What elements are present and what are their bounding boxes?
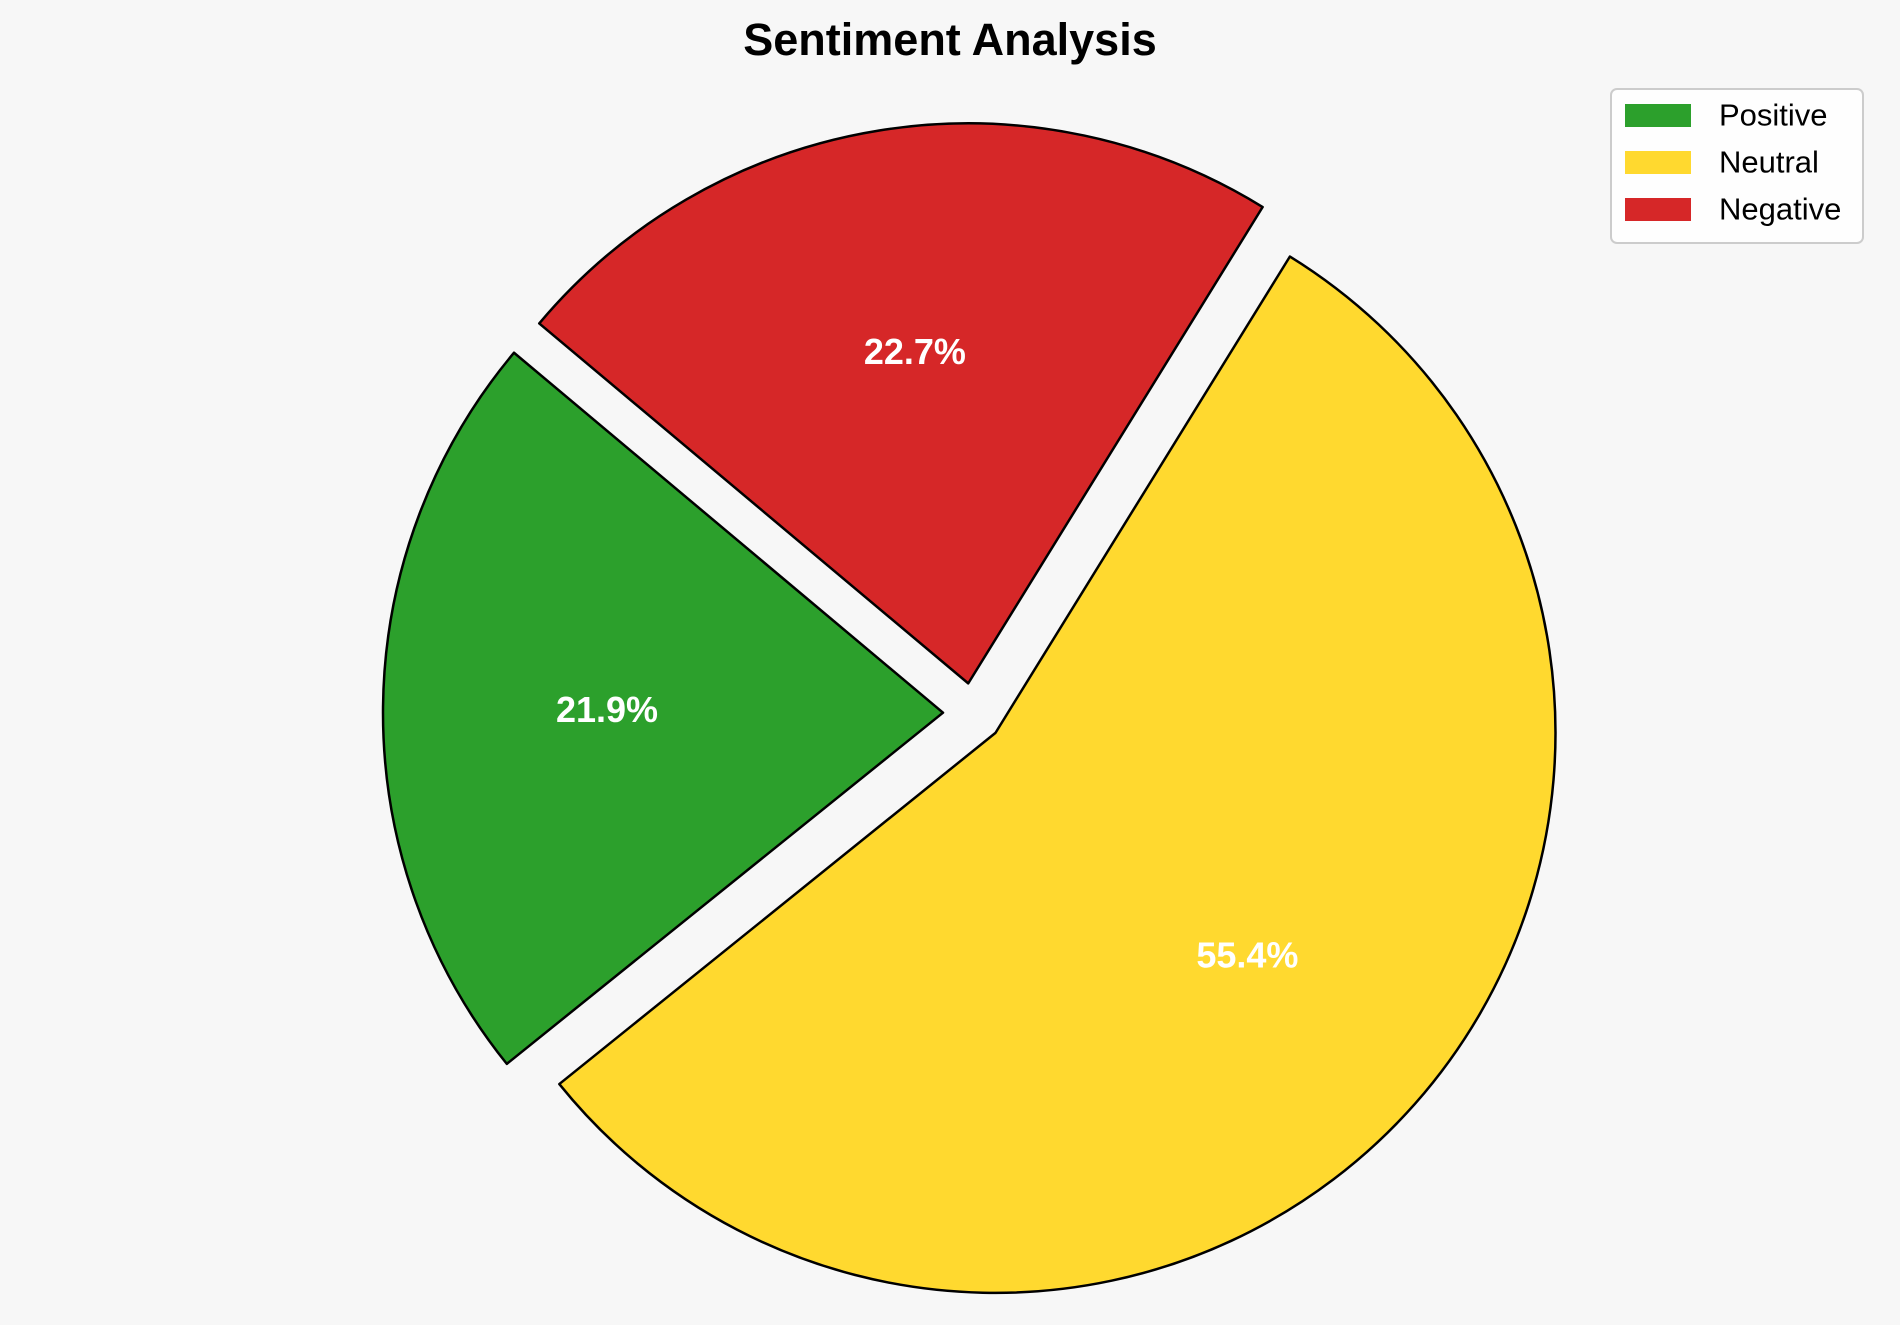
legend-label-neutral: Neutral — [1719, 145, 1819, 180]
legend-label-negative: Negative — [1719, 192, 1841, 227]
legend: Positive Neutral Negative — [1610, 88, 1864, 244]
pct-label-negative: 22.7% — [864, 331, 966, 372]
pie-slices — [381, 122, 1557, 1295]
pie-slice-positive — [381, 351, 945, 1066]
legend-items: Positive Neutral Negative — [1625, 98, 1841, 227]
pie-slice-neutral — [558, 255, 1557, 1295]
legend-swatch-negative — [1625, 198, 1691, 221]
legend-label-positive: Positive — [1719, 98, 1828, 133]
chart-title: Sentiment Analysis — [743, 14, 1156, 65]
pie-percent-labels: 21.9% 55.4% 22.7% — [556, 331, 1298, 976]
pct-label-positive: 21.9% — [556, 689, 658, 730]
legend-swatch-positive — [1625, 104, 1691, 127]
pct-label-neutral: 55.4% — [1196, 935, 1298, 976]
legend-swatch-neutral — [1625, 151, 1691, 174]
pie-slice-negative — [538, 122, 1264, 685]
